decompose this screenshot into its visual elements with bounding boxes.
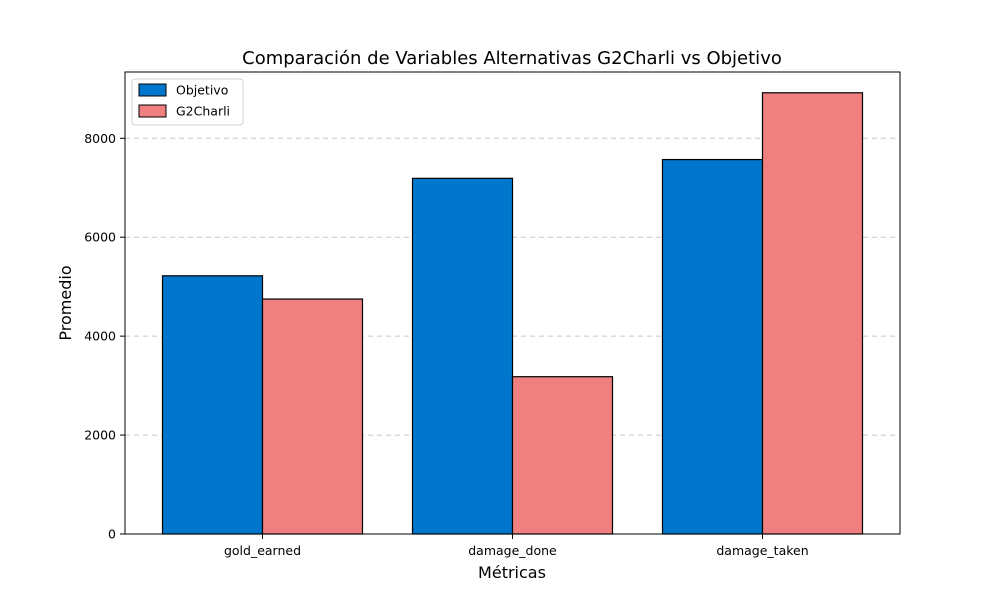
y-tick-label: 6000: [84, 230, 116, 245]
legend-label-g2charli: G2Charli: [176, 104, 230, 119]
legend-swatch-objetivo: [138, 83, 167, 97]
legend-label-objetivo: Objetivo: [176, 83, 228, 98]
legend-swatch-g2charli: [138, 104, 167, 118]
y-axis-label: Promedio: [56, 265, 75, 340]
bar-objetivo-damage_taken: [661, 158, 764, 535]
x-tick-label: gold_earned: [224, 543, 301, 558]
x-axis-label: Métricas: [478, 563, 546, 582]
x-axis: gold_earned damage_done damage_taken: [224, 534, 809, 558]
bar-g2charli-damage_done: [511, 376, 614, 535]
bars: [161, 92, 864, 535]
bar-g2charli-damage_taken: [761, 92, 864, 535]
bar-objetivo-damage_done: [411, 177, 514, 535]
legend: Objetivo G2Charli: [131, 78, 244, 126]
bar-g2charli-gold_earned: [261, 298, 364, 535]
y-tick-label: 4000: [84, 329, 116, 344]
y-tick-label: 0: [108, 527, 116, 542]
x-tick-label: damage_taken: [716, 543, 808, 558]
bar-objetivo-gold_earned: [161, 275, 264, 535]
chart-title: Comparación de Variables Alternativas G2…: [242, 48, 782, 69]
x-tick-label: damage_done: [468, 543, 557, 558]
y-tick-label: 2000: [84, 428, 116, 443]
y-axis: 0 2000 4000 6000 8000: [84, 131, 125, 542]
y-tick-label: 8000: [84, 131, 116, 146]
